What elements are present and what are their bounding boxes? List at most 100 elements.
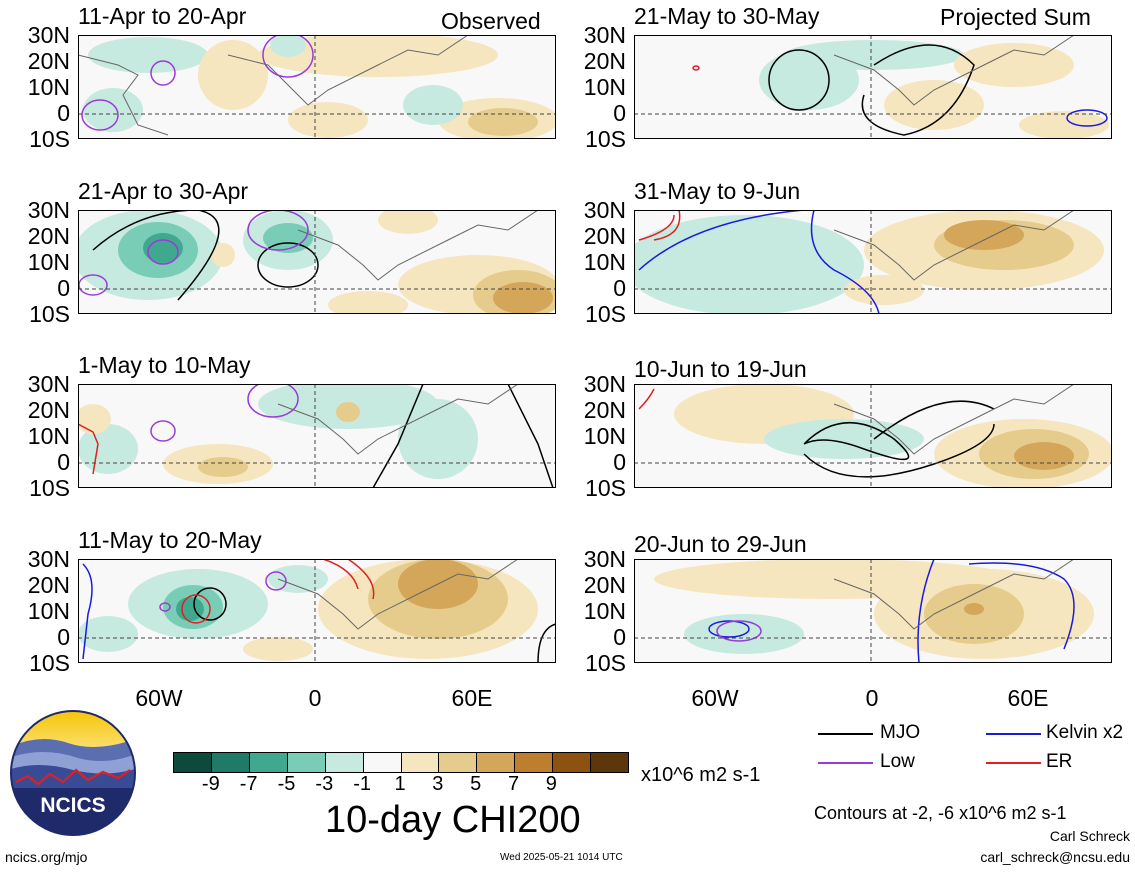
lat-label: 20N — [27, 223, 70, 249]
colorbar-swatch — [174, 753, 211, 772]
map-panel-observed-2 — [78, 210, 556, 314]
lat-label: 10S — [585, 126, 626, 152]
lat-label: 0 — [57, 624, 70, 650]
lat-label: 10S — [585, 475, 626, 501]
lat-label: 30N — [27, 22, 70, 48]
legend-label-mjo: MJO — [880, 722, 921, 743]
lat-label: 10N — [583, 598, 626, 624]
map-panel-observed-4 — [78, 559, 556, 663]
lon-label-proj-0: 0 — [865, 685, 879, 711]
footer-timestamp: Wed 2025-05-21 1014 UTC — [500, 852, 623, 863]
lat-label: 10N — [583, 423, 626, 449]
colorbar-swatch — [324, 753, 363, 772]
lat-label: 20N — [583, 48, 626, 74]
map-panel-projected-2 — [634, 210, 1112, 314]
lat-label: 0 — [57, 100, 70, 126]
colorbar-swatch — [438, 753, 477, 772]
colorbar-units: x10^6 m2 s-1 — [641, 764, 761, 786]
lat-label: 0 — [613, 624, 626, 650]
lat-label: 20N — [583, 572, 626, 598]
colorbar-tick-label: 7 — [507, 773, 520, 795]
map-panel-projected-4 — [634, 559, 1112, 663]
panel-title-projected-3: 10-Jun to 19-Jun — [634, 356, 807, 382]
lat-label: 30N — [27, 371, 70, 397]
lat-label: 30N — [27, 197, 70, 223]
lat-label: 0 — [613, 275, 626, 301]
lat-label: 20N — [27, 572, 70, 598]
colorbar-swatch — [590, 753, 629, 772]
logo-text: NCICS — [40, 794, 105, 817]
panel-title-projected-2: 31-May to 9-Jun — [634, 178, 801, 204]
lat-label: 20N — [27, 397, 70, 423]
lat-label: 10N — [583, 249, 626, 275]
lat-label: 20N — [583, 223, 626, 249]
lat-label: 10N — [583, 74, 626, 100]
map-panel-observed-1 — [78, 35, 556, 139]
legend-label-low: Low — [880, 751, 915, 772]
lat-label: 10S — [29, 475, 70, 501]
lat-label: 10S — [585, 650, 626, 676]
colorbar-tick-label: -1 — [353, 773, 372, 795]
colorbar-swatch — [210, 753, 249, 772]
panel-title-projected-4: 20-Jun to 29-Jun — [634, 531, 807, 557]
lat-label: 10S — [29, 650, 70, 676]
map-panel-projected-3 — [634, 384, 1112, 488]
lon-label-obs-60e: 60E — [451, 685, 493, 711]
lat-label: 10N — [27, 74, 70, 100]
map-panel-observed-3 — [78, 384, 556, 488]
panel-title-projected-1: 21-May to 30-May — [634, 3, 820, 29]
lat-label: 30N — [583, 197, 626, 223]
projected-header: Projected Sum — [940, 4, 1091, 30]
colorbar-swatch — [362, 753, 401, 772]
colorbar-tick-label: 9 — [545, 773, 557, 795]
colorbar-swatch — [400, 753, 439, 772]
colorbar-tick-label: -9 — [201, 773, 220, 795]
contours-note: Contours at -2, -6 x10^6 m2 s-1 — [814, 803, 1067, 823]
ncics-logo: NCICS — [10, 710, 136, 836]
legend-line-er — [986, 762, 1041, 764]
legend-label-kelvin: Kelvin x2 — [1046, 722, 1124, 743]
legend-line-mjo — [818, 733, 873, 735]
colorbar-tick-label: -7 — [239, 773, 258, 795]
colorbar-tick-label: -3 — [315, 773, 334, 795]
lat-label: 0 — [57, 449, 70, 475]
colorbar-tick-label: 1 — [394, 773, 406, 795]
colorbar-swatch — [248, 753, 287, 772]
lat-label: 30N — [583, 371, 626, 397]
panel-title-observed-3: 1-May to 10-May — [78, 352, 251, 378]
lon-label-obs-0: 0 — [308, 685, 322, 711]
lat-label: 0 — [613, 449, 626, 475]
lat-label: 30N — [27, 546, 70, 572]
footer-email[interactable]: carl_schreck@ncsu.edu — [980, 849, 1130, 865]
panel-title-observed-2: 21-Apr to 30-Apr — [78, 178, 249, 204]
legend-label-er: ER — [1046, 751, 1073, 772]
observed-header: Observed — [441, 8, 541, 34]
lat-label: 20N — [27, 48, 70, 74]
map-panel-projected-1 — [634, 35, 1112, 139]
lat-label: 30N — [583, 22, 626, 48]
colorbar — [173, 752, 629, 773]
lat-label: 10N — [27, 249, 70, 275]
colorbar-swatch — [286, 753, 325, 772]
colorbar-tick-label: 3 — [432, 773, 444, 795]
footer-author: Carl Schreck — [1049, 828, 1130, 844]
colorbar-tick-label: 5 — [470, 773, 482, 795]
colorbar-swatch — [514, 753, 553, 772]
lat-label: 10S — [29, 301, 70, 327]
lat-label: 10N — [27, 598, 70, 624]
lat-label: 0 — [57, 275, 70, 301]
lat-label: 10N — [27, 423, 70, 449]
panel-title-observed-1: 11-Apr to 20-Apr — [78, 3, 247, 29]
lat-label: 10S — [29, 126, 70, 152]
lon-label-obs-60w: 60W — [135, 685, 183, 711]
colorbar-swatch — [476, 753, 515, 772]
lon-label-proj-60w: 60W — [691, 685, 739, 711]
colorbar-title: 10-day CHI200 — [325, 799, 581, 841]
lon-label-proj-60e: 60E — [1007, 685, 1049, 711]
legend-line-low — [818, 762, 873, 764]
panel-title-observed-4: 11-May to 20-May — [78, 527, 262, 553]
colorbar-swatch — [552, 753, 591, 772]
legend-line-kelvin — [986, 733, 1041, 735]
lat-label: 20N — [583, 397, 626, 423]
footer-url[interactable]: ncics.org/mjo — [5, 849, 88, 865]
